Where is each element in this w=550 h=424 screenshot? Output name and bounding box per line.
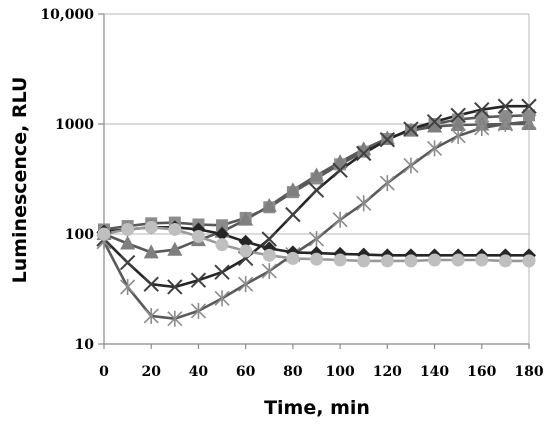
marker-triangle: [450, 116, 466, 131]
marker-asterisk: [403, 157, 419, 174]
y-axis-title: Luminescence, RLU: [9, 77, 31, 284]
marker-x: [261, 231, 277, 247]
marker-circle: [191, 229, 205, 243]
marker-asterisk: [450, 127, 466, 144]
marker-circle: [121, 222, 135, 236]
marker-triangle: [332, 154, 348, 169]
marker-circle: [262, 248, 276, 262]
marker-x: [426, 113, 443, 130]
y-tick-label: 10: [75, 337, 95, 353]
marker-triangle: [309, 167, 324, 182]
marker-triangle: [379, 130, 395, 145]
series-markers-circle: [97, 220, 536, 268]
marker-asterisk: [521, 113, 537, 130]
marker-triangle: [427, 118, 443, 133]
marker-triangle: [120, 235, 136, 250]
x-tick-label: 160: [467, 364, 496, 380]
marker-asterisk: [497, 116, 513, 132]
axes: [98, 13, 530, 349]
marker-x: [119, 254, 136, 271]
marker-circle: [97, 227, 111, 241]
marker-x: [285, 206, 301, 223]
x-tick-label: 60: [236, 364, 256, 380]
tick-labels: 10 100 1000 10,000 0 20 40 60 80 100 120 140 160 180: [40, 7, 543, 380]
marker-circle: [404, 254, 418, 268]
x-tick-label: 100: [325, 364, 354, 380]
marker-circle: [428, 253, 442, 267]
marker-x: [214, 264, 230, 280]
series-line-asterisk: [102, 120, 530, 321]
marker-x: [450, 107, 466, 123]
series-markers-asterisk: [96, 113, 537, 327]
marker-circle: [522, 254, 536, 268]
x-tick-label: 40: [189, 364, 209, 380]
x-tick-label: 80: [283, 364, 303, 380]
marker-x: [356, 145, 372, 162]
x-tick-label: 0: [99, 364, 109, 380]
marker-circle: [333, 253, 347, 267]
marker-x: [497, 98, 514, 114]
y-tick-label: 10,000: [40, 7, 94, 23]
marker-circle: [475, 253, 489, 267]
marker-asterisk: [167, 310, 183, 327]
marker-circle: [168, 222, 182, 236]
marker-triangle: [285, 182, 301, 197]
marker-asterisk: [332, 211, 348, 228]
marker-asterisk: [261, 263, 277, 280]
series-layer: [96, 98, 537, 327]
marker-circle: [451, 253, 465, 267]
x-tick-label: 180: [514, 364, 543, 380]
marker-triangle: [238, 211, 254, 226]
marker-circle: [498, 254, 512, 268]
marker-circle: [144, 220, 158, 234]
marker-asterisk: [426, 140, 443, 157]
marker-x: [167, 279, 183, 295]
marker-circle: [310, 252, 323, 266]
marker-circle: [215, 238, 229, 252]
marker-x: [308, 182, 325, 198]
marker-asterisk: [356, 195, 372, 212]
marker-triangle: [167, 241, 183, 256]
marker-x: [143, 276, 159, 292]
x-tick-label: 140: [420, 364, 449, 380]
marker-x: [190, 272, 207, 288]
marker-asterisk: [120, 278, 136, 295]
marker-asterisk: [143, 307, 159, 324]
marker-x: [332, 162, 348, 178]
marker-asterisk: [308, 231, 325, 248]
x-tick-label: 20: [141, 364, 161, 380]
marker-x: [403, 121, 419, 137]
x-axis-title: Time, min: [264, 397, 370, 419]
marker-asterisk: [238, 276, 254, 293]
marker-diamond: [238, 234, 253, 249]
marker-x: [379, 131, 396, 148]
marker-triangle: [261, 197, 277, 212]
marker-circle: [357, 254, 371, 268]
marker-circle: [380, 254, 394, 268]
marker-asterisk: [190, 302, 207, 319]
marker-triangle: [356, 141, 372, 156]
x-tick-label: 120: [373, 364, 402, 380]
marker-diamond: [215, 227, 230, 241]
marker-x: [521, 98, 537, 114]
marker-triangle: [143, 244, 159, 259]
marker-circle: [239, 244, 253, 258]
marker-circle: [286, 251, 300, 265]
marker-x: [474, 101, 490, 118]
y-tick-label: 1000: [55, 117, 94, 133]
series-markers-x: [96, 98, 537, 295]
marker-asterisk: [379, 175, 395, 192]
marker-asterisk: [214, 290, 230, 307]
y-tick-label: 100: [65, 227, 94, 243]
marker-asterisk: [474, 119, 490, 136]
